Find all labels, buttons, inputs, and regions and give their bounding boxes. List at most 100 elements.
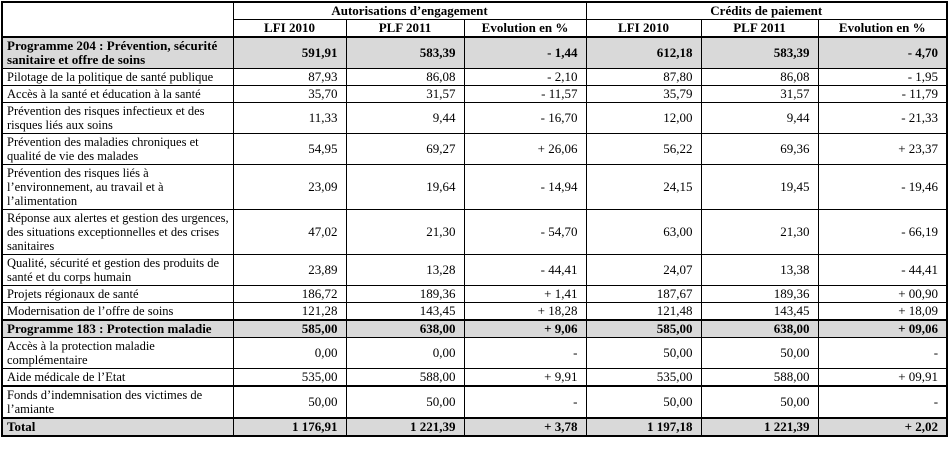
action-row: Qualité, sécurité et gestion des produit… [1, 254, 948, 286]
value-cell: + 3,78 [463, 417, 587, 437]
value-cell: 583,39 [345, 36, 465, 69]
budget-table: Autorisations d’engagement Crédits de pa… [1, 1, 948, 437]
value-cell: 588,00 [700, 368, 819, 387]
value-cell: 50,00 [345, 385, 465, 419]
value-cell: 585,00 [585, 319, 702, 338]
value-cell: 47,02 [232, 209, 347, 255]
value-cell: 0,00 [345, 337, 465, 369]
value-cell: - 66,19 [817, 209, 948, 255]
column-header-lfi2010-ae: LFI 2010 [232, 19, 347, 38]
column-header-row: LFI 2010 PLF 2011 Evolution en % LFI 201… [2, 19, 948, 38]
value-cell: 13,38 [700, 254, 819, 286]
value-cell: - [817, 337, 948, 369]
action-row: Pilotage de la politique de santé publiq… [1, 68, 948, 86]
value-cell: 0,00 [232, 337, 347, 369]
value-cell: + 2,02 [817, 417, 948, 437]
row-label: Programme 183 : Protection maladie [1, 319, 234, 338]
column-header-plf2011-ae: PLF 2011 [345, 19, 465, 38]
action-row: Accès à la protection maladie complément… [1, 337, 948, 369]
corner-cell [1, 1, 234, 38]
value-cell: 186,72 [232, 285, 347, 303]
value-cell: - [463, 337, 587, 369]
value-cell: 19,64 [345, 164, 465, 210]
value-cell: 143,45 [700, 302, 819, 321]
column-header-evolution-cp: Evolution en % [817, 19, 948, 38]
value-cell: 86,08 [345, 68, 465, 86]
action-row: Prévention des risques liés à l’environn… [1, 164, 948, 210]
row-label: Qualité, sécurité et gestion des produit… [1, 254, 234, 286]
value-cell: 535,00 [585, 368, 702, 387]
row-label: Réponse aux alertes et gestion des urgen… [1, 209, 234, 255]
value-cell: 13,28 [345, 254, 465, 286]
row-label: Prévention des maladies chroniques et qu… [1, 133, 234, 165]
column-header-lfi2010-cp: LFI 2010 [585, 19, 702, 38]
value-cell: - 11,79 [817, 85, 948, 103]
row-label: Projets régionaux de santé [1, 285, 234, 303]
action-row: Réponse aux alertes et gestion des urgen… [1, 209, 948, 255]
value-cell: 87,93 [232, 68, 347, 86]
value-cell: 638,00 [345, 319, 465, 338]
value-cell: 19,45 [700, 164, 819, 210]
action-row: Projets régionaux de santé 186,72 189,36 + … [1, 285, 948, 303]
row-label: Modernisation de l’offre de soins [1, 302, 234, 321]
table-body: Programme 204 : Prévention, sécurité san… [1, 36, 948, 437]
value-cell: 535,00 [232, 368, 347, 387]
row-label: Programme 204 : Prévention, sécurité san… [1, 36, 234, 69]
program-row: Programme 204 : Prévention, sécurité san… [1, 36, 948, 69]
value-cell: 1 197,18 [585, 417, 702, 437]
value-cell: 35,70 [232, 85, 347, 103]
row-label: Prévention des risques liés à l’environn… [1, 164, 234, 210]
value-cell: 31,57 [700, 85, 819, 103]
value-cell: - [463, 385, 587, 419]
value-cell: 585,00 [232, 319, 347, 338]
value-cell: + 26,06 [463, 133, 587, 165]
value-cell: + 00,90 [817, 285, 948, 303]
column-group-header-credits: Crédits de paiement [585, 1, 948, 20]
value-cell: + 18,09 [817, 302, 948, 321]
value-cell: - 1,44 [463, 36, 587, 69]
column-group-header-autorisations: Autorisations d’engagement [232, 1, 587, 20]
value-cell: 1 176,91 [232, 417, 347, 437]
value-cell: 31,57 [345, 85, 465, 103]
value-cell: - 54,70 [463, 209, 587, 255]
value-cell: - 44,41 [463, 254, 587, 286]
value-cell: 87,80 [585, 68, 702, 86]
value-cell: + 1,41 [463, 285, 587, 303]
value-cell: - 2,10 [463, 68, 587, 86]
value-cell: 23,89 [232, 254, 347, 286]
value-cell: 50,00 [700, 337, 819, 369]
total-row: Total 1 176,91 1 221,39 + 3,78 1 197,18 1 221… [1, 417, 948, 437]
value-cell: 11,33 [232, 102, 347, 134]
value-cell: 588,00 [345, 368, 465, 387]
value-cell: 24,07 [585, 254, 702, 286]
action-row: Fonds d’indemnisation des victimes de l’… [1, 385, 948, 419]
value-cell: 187,67 [585, 285, 702, 303]
value-cell: - 4,70 [817, 36, 948, 69]
table-header: Autorisations d’engagement Crédits de pa… [1, 1, 948, 38]
column-header-plf2011-cp: PLF 2011 [700, 19, 819, 38]
value-cell: 35,79 [585, 85, 702, 103]
value-cell: 12,00 [585, 102, 702, 134]
row-label: Accès à la santé et éducation à la santé [1, 85, 234, 103]
row-label: Accès à la protection maladie complément… [1, 337, 234, 369]
value-cell: 50,00 [232, 385, 347, 419]
value-cell: + 9,06 [463, 319, 587, 338]
value-cell: 50,00 [585, 385, 702, 419]
value-cell: - 16,70 [463, 102, 587, 134]
value-cell: 56,22 [585, 133, 702, 165]
column-group-row: Autorisations d’engagement Crédits de pa… [1, 1, 948, 38]
value-cell: 23,09 [232, 164, 347, 210]
column-header-evolution-ae: Evolution en % [463, 19, 587, 38]
value-cell: 24,15 [585, 164, 702, 210]
value-cell: - 11,57 [463, 85, 587, 103]
value-cell: + 18,28 [463, 302, 587, 321]
value-cell: 143,45 [345, 302, 465, 321]
row-label: Total [1, 417, 234, 437]
value-cell: + 23,37 [817, 133, 948, 165]
value-cell: 121,28 [232, 302, 347, 321]
action-row: Prévention des risques infectieux et des… [1, 102, 948, 134]
value-cell: 121,48 [585, 302, 702, 321]
value-cell: 54,95 [232, 133, 347, 165]
value-cell: - [817, 385, 948, 419]
row-label: Prévention des risques infectieux et des… [1, 102, 234, 134]
